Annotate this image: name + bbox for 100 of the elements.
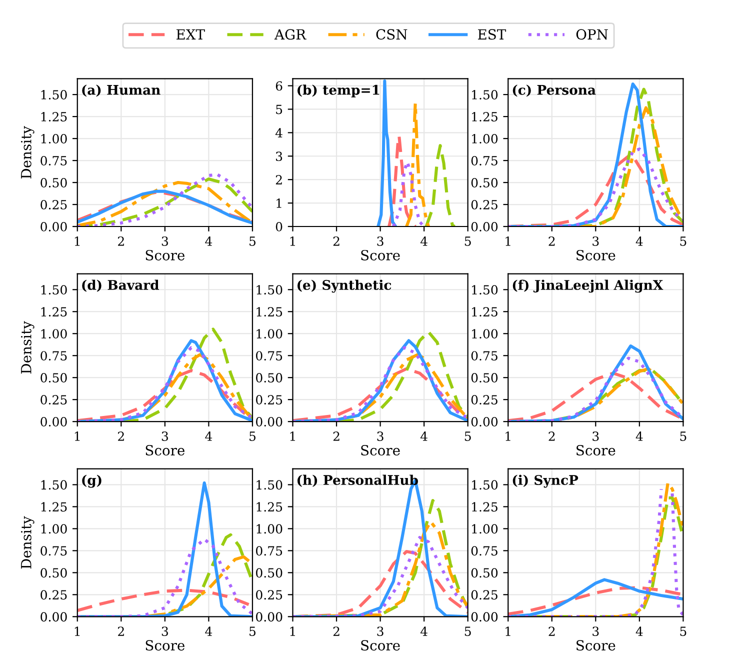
chart-title: (g) (82, 474, 102, 488)
x-tick-label: 3 (592, 432, 599, 441)
x-tick-label: 4 (636, 626, 643, 636)
legend-label: EXT (176, 29, 205, 40)
x-tick-label: 4 (205, 432, 212, 441)
x-tick-label: 3 (162, 236, 168, 246)
y-tick-label: 1.25 (472, 112, 498, 122)
x-tick-label: 5 (464, 626, 471, 636)
y-tick-label: 0.25 (40, 395, 67, 405)
x-tick-label: 3 (162, 432, 168, 441)
y-tick-label: 1.25 (472, 307, 498, 317)
x-tick-label: 1 (506, 626, 510, 636)
x-tick-label: 5 (250, 236, 256, 246)
y-tick-label: 0.50 (256, 568, 282, 578)
legend-label: CSN (376, 29, 408, 40)
y-tick-label: 0.25 (40, 590, 67, 600)
y-tick-label: 1.00 (41, 524, 67, 534)
x-tick-label: 4 (420, 626, 428, 636)
y-axis-title: Density (20, 126, 34, 178)
y-tick-label: 1.25 (472, 502, 498, 512)
x-tick-label: 3 (377, 236, 384, 246)
x-tick-label: 1 (290, 626, 295, 636)
x-tick-label: 2 (548, 626, 555, 636)
y-tick-label: 0.50 (471, 568, 498, 578)
line-series (388, 134, 417, 226)
x-tick-label: 1 (290, 236, 295, 246)
y-tick-label: 0.50 (40, 568, 67, 578)
y-tick-label: 0.25 (471, 395, 498, 405)
y-tick-label: 1.50 (41, 480, 67, 490)
x-tick-label: 1 (74, 236, 80, 246)
x-tick-label: 3 (377, 626, 384, 636)
x-tick-label: 3 (377, 432, 384, 441)
y-tick-label: 0.50 (471, 178, 498, 188)
y-axis-title: Density (20, 321, 34, 374)
x-tick-label: 1 (506, 236, 510, 246)
y-tick-label: 0.25 (256, 395, 282, 405)
line-series (405, 102, 430, 226)
x-tick-label: 2 (548, 432, 555, 441)
x-tick-label: 3 (592, 626, 599, 636)
line-series (77, 588, 252, 612)
x-axis-title: Score (146, 445, 184, 456)
y-tick-label: 0.00 (471, 222, 498, 232)
x-tick-label: 2 (118, 236, 124, 246)
y-tick-label: 0.00 (471, 417, 498, 426)
x-axis-title: Score (576, 640, 616, 651)
chart-title: (e) Synthetic (297, 280, 392, 293)
chart-title: (a) Human (82, 84, 160, 97)
y-tick-label: 2 (276, 175, 282, 184)
y-tick-label: 5 (276, 104, 282, 114)
chart-title: (f) JinaLeejnl AlignX (512, 280, 664, 293)
x-tick-label: 3 (162, 626, 168, 636)
y-tick-label: 1 (276, 198, 282, 208)
y-tick-label: 0.25 (471, 200, 498, 210)
x-tick-label: 4 (205, 236, 212, 246)
y-tick-label: 1.00 (41, 329, 67, 339)
y-tick-label: 0.25 (471, 590, 498, 600)
y-tick-label: 0.75 (471, 156, 498, 166)
y-tick-label: 0.50 (471, 373, 498, 383)
y-tick-label: 1.00 (256, 329, 282, 339)
x-axis-title: Score (361, 640, 400, 651)
legend-label: EST (478, 29, 506, 40)
chart-title: (h) PersonalHub (297, 474, 418, 487)
y-tick-label: 0.75 (40, 156, 67, 166)
chart-title: (c) Persona (512, 84, 596, 97)
y-axis-title: Density (20, 516, 34, 569)
x-tick-label: 2 (333, 626, 340, 636)
y-tick-label: 0.75 (40, 546, 67, 556)
chart-title: (b) temp=1 (297, 84, 380, 98)
y-tick-label: 6 (276, 81, 282, 91)
y-tick-label: 3 (276, 152, 282, 162)
x-tick-label: 1 (74, 432, 80, 441)
y-tick-label: 1.25 (41, 112, 67, 122)
x-tick-label: 2 (118, 432, 124, 441)
x-tick-label: 2 (548, 236, 555, 246)
y-tick-label: 1.50 (472, 90, 498, 100)
x-axis-title: Score (146, 250, 184, 260)
y-tick-label: 0.75 (471, 546, 498, 556)
y-tick-label: 0.00 (40, 612, 67, 622)
x-tick-label: 2 (118, 626, 124, 636)
y-tick-label: 1.25 (41, 307, 67, 317)
y-tick-label: 0 (276, 222, 282, 232)
x-tick-label: 5 (680, 432, 686, 441)
y-tick-label: 0.00 (40, 417, 67, 426)
chart-title: (d) Bavard (82, 280, 159, 292)
y-tick-label: 0.25 (40, 200, 67, 210)
y-tick-label: 1.25 (41, 502, 67, 512)
y-tick-label: 1.50 (41, 285, 67, 295)
x-tick-label: 2 (333, 236, 340, 246)
y-tick-label: 1.50 (472, 285, 498, 295)
x-tick-label: 4 (636, 432, 643, 441)
x-tick-label: 4 (420, 236, 428, 246)
y-tick-label: 0.00 (256, 417, 282, 426)
y-tick-label: 0.00 (471, 612, 498, 622)
y-tick-label: 0.25 (256, 590, 282, 600)
y-tick-label: 1.50 (256, 285, 282, 295)
y-tick-label: 1.50 (472, 480, 498, 490)
x-tick-label: 2 (333, 432, 340, 441)
y-tick-label: 1.00 (256, 524, 282, 534)
x-tick-label: 1 (74, 626, 80, 636)
y-tick-label: 0.50 (256, 373, 282, 383)
